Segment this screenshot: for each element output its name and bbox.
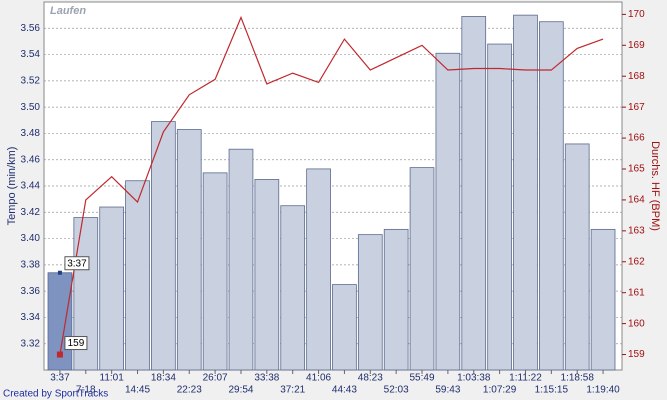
y2-axis-label: Durchs. HF (BPM) [649,141,661,231]
y-tick-label: 3.56 [21,23,41,34]
y-tick-label: 3.44 [21,181,41,192]
bar [176,129,202,371]
x-tick-label: 48:23 [358,373,383,384]
y-tick-label: 3.36 [21,286,41,297]
x-tick-label: 22:23 [177,385,202,396]
y2-tick-label: 164 [628,195,645,206]
bar [513,14,538,371]
bar [590,228,616,371]
x-tick-label: 33:38 [254,373,279,384]
y2-tick-label: 161 [628,287,645,298]
y-tick-label: 3.54 [21,49,41,60]
x-tick-label: 11:01 [100,373,125,384]
x-tick-label: 59:43 [435,385,460,396]
y-tick-label: 3.40 [21,233,41,244]
x-tick-label: 18:34 [151,373,176,384]
y-tick-label: 3.34 [21,312,41,323]
y2-tick-label: 169 [628,40,645,51]
x-tick-label: 1:07:29 [483,385,517,396]
x-tick-label: 1:11:22 [509,373,542,384]
y2-tick-label: 159 [628,349,645,360]
y2-tick-label: 160 [628,318,645,329]
x-tick-label: 52:03 [384,385,409,396]
y-tick-label: 3.52 [21,75,41,86]
annotation: 3:37 [67,258,87,269]
y2-tick-label: 166 [628,133,645,144]
bar [125,180,150,371]
bar [280,205,306,371]
x-tick-label: 55:49 [410,373,435,384]
bar [306,168,331,371]
y2-tick-label: 170 [628,9,645,20]
point-marker [56,351,63,358]
bar [99,206,124,371]
bar [202,172,228,371]
y-tick-label: 3.48 [21,128,41,139]
bar [254,179,280,371]
x-tick-label: 41:06 [306,373,331,384]
y-tick-label: 3.46 [21,154,41,165]
y2-tick-label: 163 [628,225,645,236]
label-box [64,336,88,351]
x-tick-label: 44:43 [332,385,357,396]
y2-tick-label: 162 [628,256,645,267]
bar [383,228,409,371]
chart-title: Laufen [50,5,86,17]
x-tick-label: 1:15:15 [535,385,569,396]
data-label: 159 [68,338,85,349]
bar [357,234,383,371]
line [59,15,604,355]
bar [487,43,512,371]
bar [564,143,590,371]
y-tick-label: 3.32 [21,338,41,349]
bar [409,167,435,371]
x-tick-label: 29:54 [228,385,253,396]
bar [228,148,254,371]
point-marker [57,270,62,275]
y2-tick-label: 165 [628,164,645,175]
x-tick-label: 37:21 [280,385,305,396]
footer: Created by SportTracks [3,389,108,400]
x-tick-label: 3:37 [50,373,70,384]
bar [332,284,357,371]
y-tick-label: 3.50 [21,102,41,113]
x-tick-label: 7:18 [76,385,96,396]
bar [435,52,461,371]
x-tick-label: 26:07 [203,373,228,384]
annotation-box [64,256,90,271]
y2-tick-label: 167 [628,102,645,113]
y2-tick-label: 168 [628,71,645,82]
y-tick-label: 3.38 [21,259,41,270]
bar [151,121,176,371]
x-tick-label: 1:19:40 [586,385,620,396]
bar [539,21,564,371]
x-tick-label: 1:18:58 [561,373,595,384]
x-tick-label: 14:45 [125,385,150,396]
y-axis-label: Tempo (min/km) [6,147,18,226]
x-tick-label: 1:03:38 [457,373,491,384]
y-tick-label: 3.42 [21,207,41,218]
